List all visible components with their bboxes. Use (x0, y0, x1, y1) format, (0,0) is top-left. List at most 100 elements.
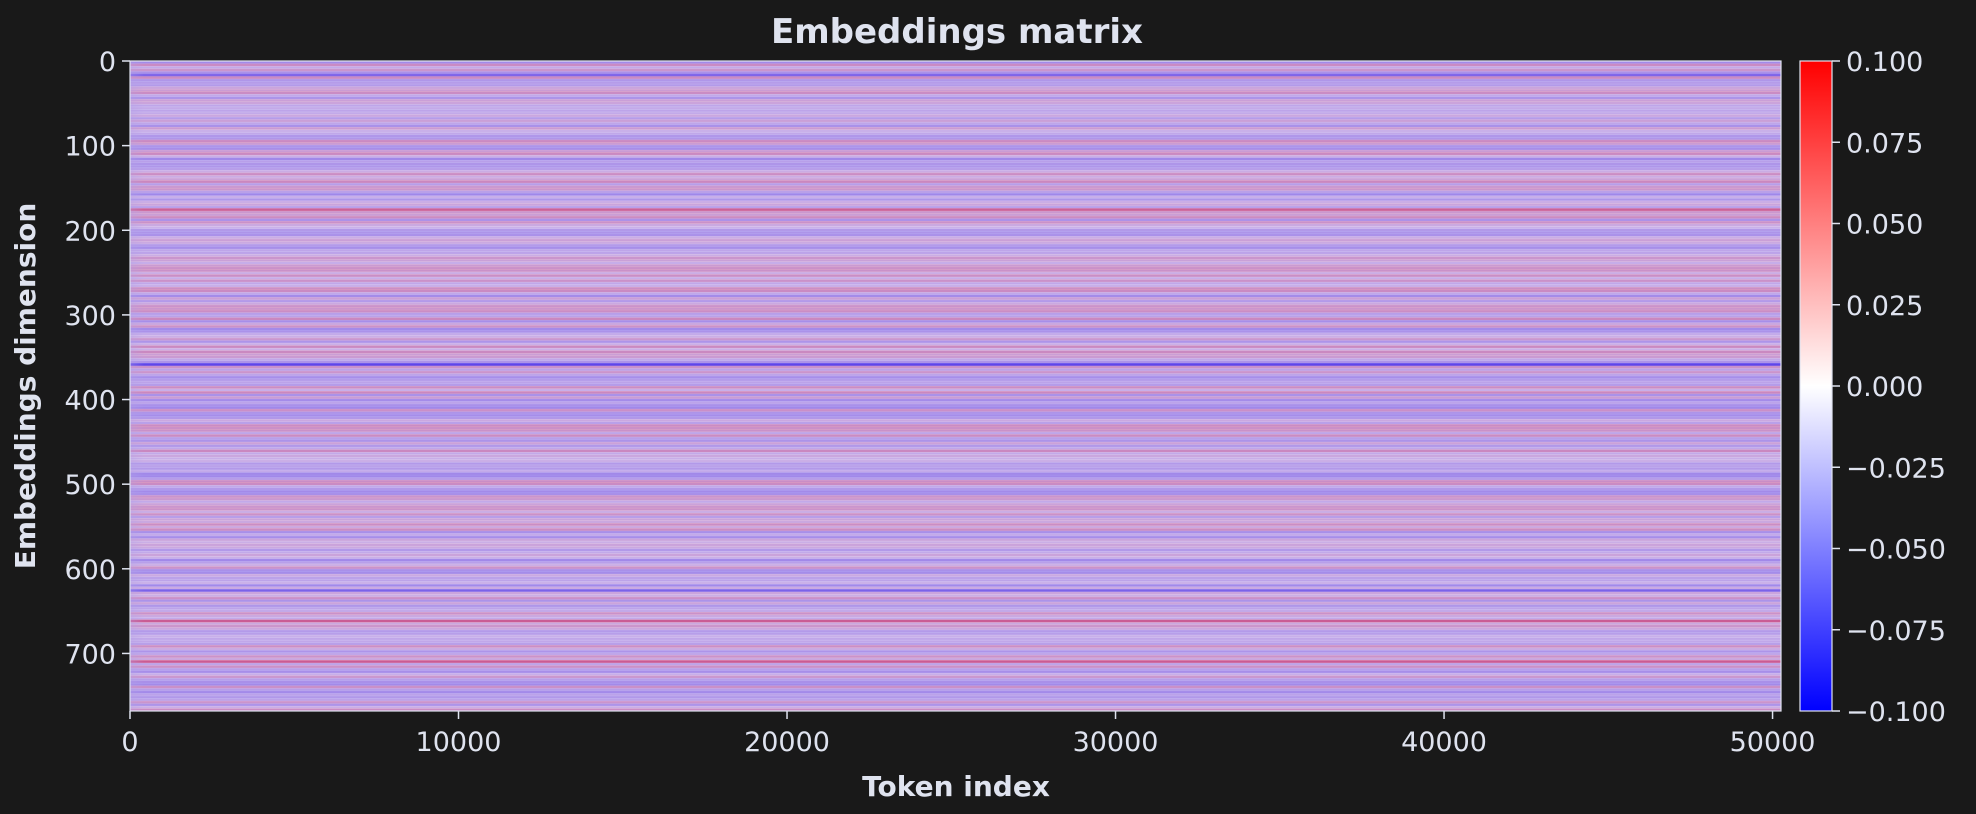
heatmap-row (130, 662, 1781, 666)
heatmap-row (130, 187, 1781, 191)
heatmap-row (130, 558, 1781, 562)
heatmap-row (130, 464, 1781, 468)
heatmap-row (130, 650, 1781, 653)
heatmap-row (130, 510, 1781, 514)
heatmap-row (130, 490, 1781, 494)
colorbar-tick-label: 0.100 (1846, 47, 1923, 78)
y-tick-label: 200 (64, 216, 116, 247)
heatmap-row (130, 540, 1781, 544)
heatmap-row (130, 218, 1781, 222)
heatmap-row (130, 340, 1781, 344)
y-tick-label: 300 (64, 301, 116, 332)
heatmap-row (130, 705, 1781, 709)
heatmap-row (130, 236, 1781, 240)
x-axis-title: Token index (862, 770, 1050, 803)
heatmap-row (130, 142, 1781, 146)
heatmap-row (130, 482, 1781, 486)
heatmap-row (130, 601, 1781, 605)
heatmap-row (130, 419, 1781, 422)
colorbar-tick-label: 0.000 (1846, 372, 1923, 403)
heatmap-row (130, 279, 1781, 283)
heatmap-row (130, 606, 1781, 610)
heatmap-row (130, 281, 1781, 285)
heatmap-row (130, 175, 1781, 179)
heatmap-row (130, 233, 1781, 237)
heatmap-row (130, 589, 1781, 593)
heatmap-row (130, 251, 1781, 255)
heatmap-row (130, 137, 1781, 141)
heatmap-row (130, 487, 1781, 491)
heatmap-row (130, 393, 1781, 397)
colorbar-tick-label: −0.075 (1846, 616, 1946, 647)
heatmap-row (130, 622, 1781, 626)
heatmap-row (130, 81, 1781, 85)
heatmap-row (130, 518, 1781, 521)
heatmap-row (130, 195, 1781, 199)
heatmap-row (130, 193, 1781, 196)
heatmap-row (130, 101, 1781, 105)
heatmap-row (130, 406, 1781, 410)
heatmap-row (130, 203, 1781, 207)
heatmap-row (130, 515, 1781, 519)
heatmap-row (130, 477, 1781, 481)
heatmap-row (130, 667, 1781, 671)
heatmap-row (130, 401, 1781, 405)
heatmap-row (130, 685, 1781, 689)
heatmap-row (130, 160, 1781, 163)
heatmap-row (130, 86, 1781, 90)
heatmap-row (130, 584, 1781, 587)
heatmap-row (130, 538, 1781, 542)
heatmap-row (130, 485, 1781, 488)
heatmap-row (130, 266, 1781, 270)
heatmap-row (130, 591, 1781, 595)
colorbar-tick-label: 0.050 (1846, 210, 1923, 241)
heatmap-row (130, 426, 1781, 430)
colorbar-gradient (1799, 60, 1833, 712)
heatmap-row (130, 429, 1781, 433)
heatmap-row (130, 698, 1781, 702)
heatmap-row (130, 185, 1781, 189)
y-tick-label: 400 (64, 386, 116, 417)
heatmap-row (130, 452, 1781, 455)
heatmap-row (130, 677, 1781, 681)
heatmap-row (130, 286, 1781, 290)
heatmap-row (130, 561, 1781, 565)
heatmap-row (130, 563, 1781, 567)
heatmap-row (130, 545, 1781, 549)
heatmap-row (130, 104, 1781, 108)
heatmap-row (130, 99, 1781, 103)
heatmap-row (130, 172, 1781, 176)
heatmap-row (130, 647, 1781, 651)
heatmap-row (130, 617, 1781, 620)
heatmap-row-stripes (130, 61, 1781, 712)
heatmap-row (130, 231, 1781, 235)
heatmap-row (130, 611, 1781, 615)
heatmap-row (130, 505, 1781, 509)
heatmap-row (130, 639, 1781, 643)
heatmap-row (130, 109, 1781, 113)
heatmap-row (130, 271, 1781, 275)
heatmap-row (130, 325, 1781, 328)
heatmap-row (130, 119, 1781, 123)
heatmap-row (130, 502, 1781, 506)
heatmap-row (130, 576, 1781, 580)
y-tick-label: 0 (99, 47, 116, 78)
heatmap-row (130, 596, 1781, 600)
heatmap-row (130, 474, 1781, 478)
heatmap-row (130, 388, 1781, 392)
heatmap-row (130, 276, 1781, 280)
heatmap-row (130, 264, 1781, 268)
heatmap-row (130, 220, 1781, 224)
heatmap-row (130, 368, 1781, 372)
heatmap-row (130, 703, 1781, 707)
heatmap-row (130, 342, 1781, 346)
heatmap-row (130, 284, 1781, 288)
heatmap-row (130, 548, 1781, 552)
x-tick-label: 10000 (416, 727, 502, 758)
heatmap-row (130, 581, 1781, 585)
heatmap-row (130, 688, 1781, 692)
y-tick-label: 600 (64, 555, 116, 586)
heatmap-row (130, 614, 1781, 618)
heatmap-row (130, 446, 1781, 450)
